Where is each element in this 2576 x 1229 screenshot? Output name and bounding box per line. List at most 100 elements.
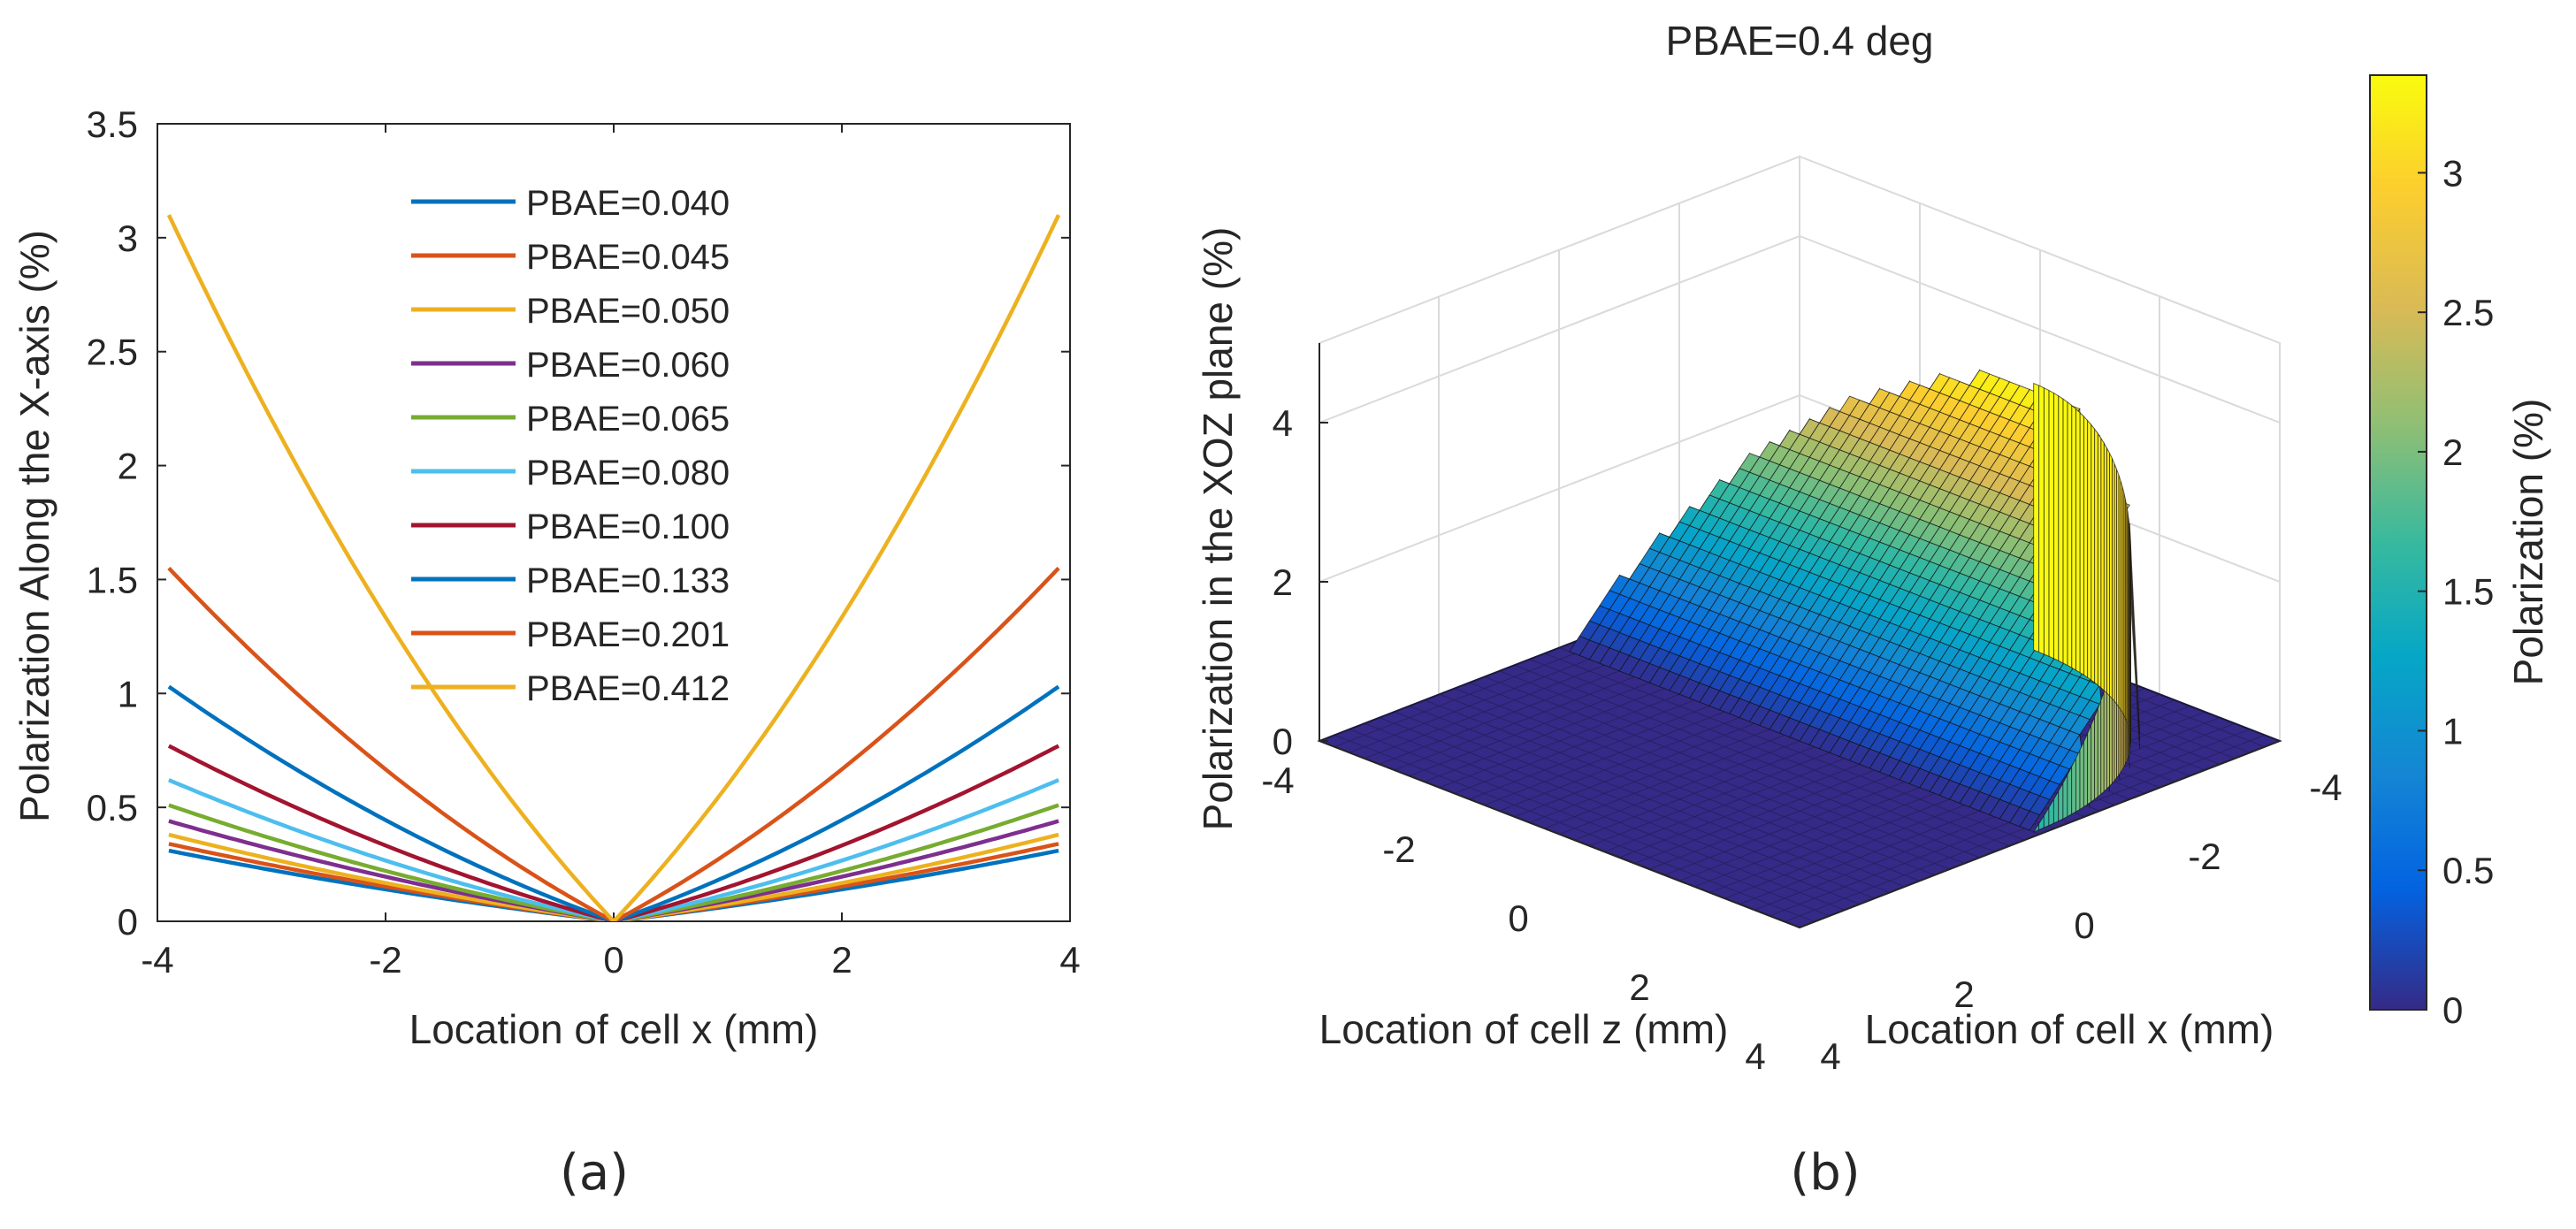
colorbar bbox=[2369, 74, 2427, 1011]
x-location-tick-label: 0 bbox=[2074, 905, 2094, 946]
surface-rim-facet bbox=[2091, 716, 2096, 803]
y-tick-label: 3 bbox=[118, 218, 138, 259]
y-tick-label: 0 bbox=[118, 901, 138, 943]
series-line-5 bbox=[168, 803, 1059, 921]
x-location-tick-label: -2 bbox=[2188, 836, 2221, 877]
z-location-tick-label: -4 bbox=[1261, 760, 1294, 801]
caption-b: (b) bbox=[1790, 1144, 1860, 1202]
series-line-6 bbox=[168, 778, 1059, 921]
x-tick-label: 4 bbox=[1059, 939, 1080, 981]
series-line-9 bbox=[167, 566, 1060, 921]
surface-rim-facet bbox=[2100, 437, 2105, 691]
legend-entry: PBAE=0.412 bbox=[526, 669, 730, 708]
floor-mesh-line bbox=[1439, 693, 1920, 882]
colorbar-label: Polarization (%) bbox=[2505, 399, 2551, 686]
y-axis-label-a: Polarization Along the X-axis (%) bbox=[11, 230, 57, 822]
surface-rim-facet bbox=[2067, 766, 2073, 818]
series-line-3 bbox=[168, 832, 1059, 921]
x-location-tick-label: 4 bbox=[1820, 1035, 1840, 1077]
surface-rim-facet bbox=[2071, 758, 2076, 815]
surface-rim-facet bbox=[2097, 431, 2102, 689]
surface-rim-facet bbox=[2038, 385, 2045, 655]
colorbar-tick-label: 0 bbox=[2442, 989, 2463, 1031]
surface-rim-facet bbox=[2083, 415, 2089, 679]
legend-entry: PBAE=0.065 bbox=[526, 400, 730, 439]
surface-dome bbox=[1569, 368, 2141, 833]
legend-entry: PBAE=0.050 bbox=[526, 292, 730, 331]
floor-mesh-line bbox=[1514, 664, 1995, 852]
surface-rim-facet bbox=[2052, 392, 2060, 662]
y-tick-label: 3.5 bbox=[87, 103, 138, 145]
surface-rim-facet bbox=[2033, 382, 2040, 653]
floor-mesh-line bbox=[1424, 699, 1905, 888]
floor-mesh-line bbox=[1364, 722, 1846, 911]
surface-rim-facet bbox=[2062, 398, 2068, 667]
surface-rim-facet bbox=[2048, 389, 2054, 660]
floor-mesh-line bbox=[1499, 670, 1980, 859]
surface-rim-facet bbox=[2103, 441, 2107, 694]
legend-entry: PBAE=0.040 bbox=[526, 184, 730, 223]
legend-entry: PBAE=0.133 bbox=[526, 561, 730, 600]
polarization-tick-label: 2 bbox=[1273, 561, 1293, 603]
colorbar-tick-label: 3 bbox=[2442, 152, 2463, 194]
legend-entry: PBAE=0.045 bbox=[526, 238, 730, 277]
colorbar-tick-label: 1.5 bbox=[2442, 571, 2494, 613]
x-location-axis-label: Location of cell x (mm) bbox=[1865, 1006, 2274, 1052]
surface-rim-facet bbox=[2071, 404, 2076, 671]
y-tick-label: 2.5 bbox=[87, 332, 138, 373]
floor-mesh-line bbox=[1529, 659, 2010, 847]
y-tick-label: 1 bbox=[118, 673, 138, 714]
surface-rim-facet bbox=[2094, 708, 2098, 800]
colorbar-tick-label: 0.5 bbox=[2442, 850, 2494, 891]
surface-rim-facet bbox=[2043, 386, 2050, 657]
x-location-tick-label: -4 bbox=[2309, 767, 2342, 808]
z-location-tick-label: 0 bbox=[1508, 897, 1528, 939]
series-lines-a bbox=[166, 214, 1061, 921]
surface-rim-facet bbox=[2103, 683, 2107, 793]
floor-mesh-line bbox=[1334, 734, 1815, 922]
surface-chart-b: PBAE=0.4 deg bbox=[1195, 18, 2551, 1077]
floor-mesh-line bbox=[1454, 688, 1935, 876]
surface-rim-facet bbox=[2094, 427, 2098, 686]
legend-entry: PBAE=0.060 bbox=[526, 346, 730, 385]
legend-entry: PBAE=0.080 bbox=[526, 454, 730, 492]
surface-rim-facet bbox=[2079, 741, 2084, 811]
line-chart-a: -4 -2 0 2 400.511.522.533.5 PBAE=0.040PBAE=0… bbox=[11, 103, 1081, 1052]
y-tick-label: 0.5 bbox=[87, 787, 138, 828]
floor-mesh-line bbox=[1544, 653, 2025, 841]
x-axis-label-a: Location of cell x (mm) bbox=[409, 1006, 819, 1052]
z-location-tick-label: 4 bbox=[1745, 1035, 1765, 1077]
caption-a: (a) bbox=[560, 1144, 629, 1202]
x-tick-label: -2 bbox=[369, 939, 401, 981]
legend-entry: PBAE=0.201 bbox=[526, 615, 730, 654]
series-line-10 bbox=[166, 214, 1061, 921]
surface-rim-facet bbox=[2058, 394, 2064, 664]
y-tick-label: 1.5 bbox=[87, 559, 138, 600]
series-line-7 bbox=[167, 744, 1060, 921]
legend-entry: PBAE=0.100 bbox=[526, 508, 730, 546]
floor-mesh-line bbox=[1349, 729, 1831, 917]
x-tick-label: -4 bbox=[141, 939, 173, 981]
colorbar-tick-label: 1 bbox=[2442, 710, 2463, 752]
chart-title-b: PBAE=0.4 deg bbox=[1665, 18, 1933, 64]
series-line-4 bbox=[168, 819, 1059, 921]
axis-ticks-a: -4 -2 0 2 4 0 0.5 1 1.5 2 2.5 3 3.5 bbox=[87, 103, 1081, 981]
surface-rim-facet bbox=[2100, 691, 2105, 796]
surface-rim-facet bbox=[2075, 750, 2081, 813]
surface-facet bbox=[2019, 810, 2041, 831]
series-line-2 bbox=[168, 842, 1059, 921]
polarization-tick-label: 0 bbox=[1273, 721, 1293, 762]
floor-mesh-line bbox=[1379, 717, 1861, 905]
series-line-8 bbox=[167, 684, 1060, 921]
x-location-tick-label: 2 bbox=[1953, 973, 1974, 1015]
polarization-tick-label: 4 bbox=[1273, 402, 1293, 444]
surface-rim-facet bbox=[2083, 733, 2089, 808]
z-location-tick-label: 2 bbox=[1629, 966, 1649, 1008]
legend-a: PBAE=0.040 PBAE=0.045 PBAE=0.050 PBAE=0.060… bbox=[411, 184, 730, 708]
surface-rim-facet bbox=[2075, 408, 2081, 674]
surface-rim-facet bbox=[2087, 725, 2092, 805]
floor-mesh-line bbox=[1394, 711, 1876, 899]
surface-rim-facet bbox=[2079, 411, 2084, 676]
x-location-axis-line bbox=[1799, 740, 2281, 928]
